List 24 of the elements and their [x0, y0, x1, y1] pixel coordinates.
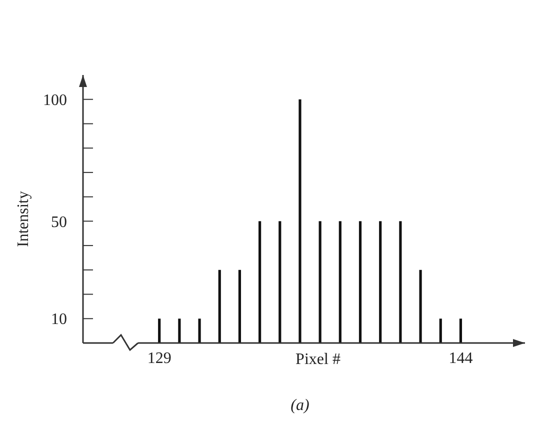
bar: [419, 270, 422, 343]
y-tick-label: 10: [51, 311, 67, 328]
bar: [218, 270, 221, 343]
bar: [379, 221, 382, 343]
y-tick-label: 100: [43, 92, 67, 109]
bar: [338, 221, 342, 343]
bar: [459, 318, 462, 343]
bar: [178, 318, 181, 343]
x-axis-title: Pixel #: [296, 351, 340, 368]
x-tick-label: 129: [147, 350, 172, 367]
bar: [298, 99, 302, 343]
y-tick-label: 50: [51, 214, 67, 231]
bar: [399, 221, 402, 343]
y-axis-title: Intensity: [15, 191, 32, 247]
bar: [358, 221, 362, 343]
bar: [158, 318, 161, 343]
bar: [439, 318, 442, 343]
bar: [318, 221, 322, 343]
text: (a): [290, 397, 310, 414]
bar: [258, 221, 262, 343]
bar: [278, 221, 282, 343]
bar: [238, 270, 242, 343]
x-tick-label: 144: [448, 350, 473, 367]
bar: [198, 318, 201, 343]
